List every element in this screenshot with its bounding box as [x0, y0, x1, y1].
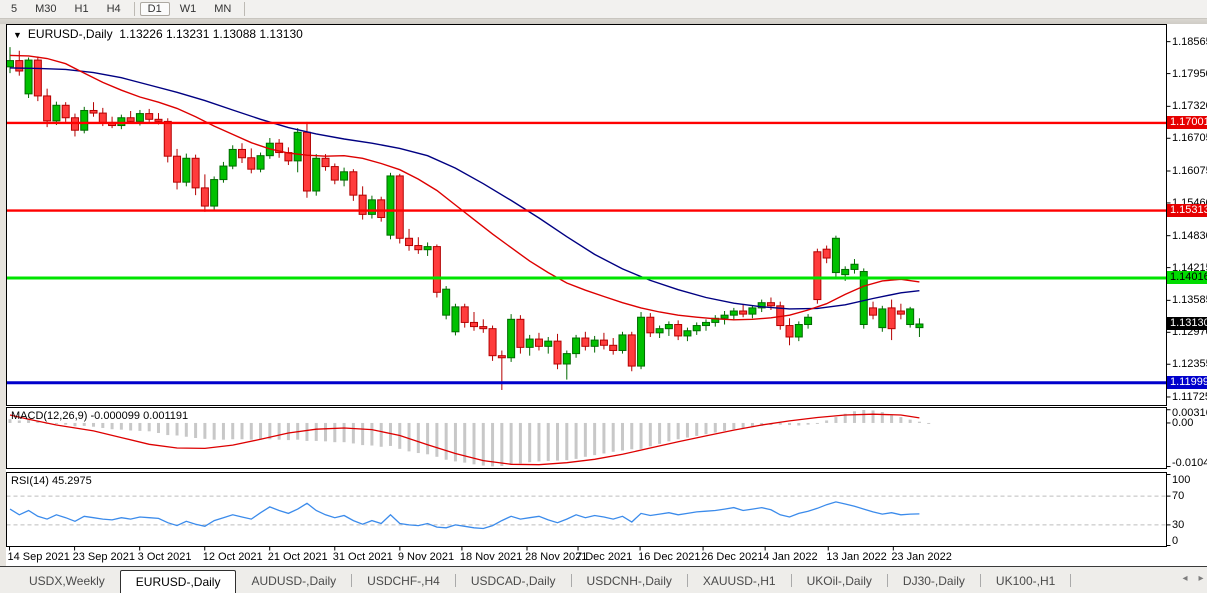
- macd-axis-label: 0.00: [1172, 416, 1194, 429]
- chart-ohlc-values: 1.13226 1.13231 1.13088 1.13130: [119, 27, 303, 41]
- tab-usdcnh-daily[interactable]: USDCNH-,Daily: [586, 574, 672, 588]
- timeframe-toolbar: 5 M30 H1 H4 D1 W1 MN: [0, 0, 1207, 19]
- price-badge-1.15313: 1.15313: [1167, 204, 1207, 218]
- tab-separator: [454, 574, 456, 587]
- date-axis-label: 7 Dec 2021: [576, 551, 633, 563]
- price-axis-label: 1.13585: [1172, 294, 1207, 307]
- price-axis-label: 1.14830: [1172, 229, 1207, 242]
- price-axis-label: 1.12355: [1172, 358, 1207, 371]
- date-axis-label: 18 Nov 2021: [459, 551, 523, 563]
- macd-axis-label: 0.003165: [1172, 406, 1207, 419]
- price-axis-label: 1.11725: [1172, 390, 1207, 403]
- macd-main-value: -0.000099: [90, 409, 141, 422]
- timeframe-button-h1[interactable]: H1: [74, 3, 89, 15]
- price-badge-1.13130: 1.13130: [1167, 317, 1207, 331]
- tab-usdcad-daily[interactable]: USDCAD-,Daily: [470, 574, 556, 588]
- date-axis-label: 9 Nov 2021: [397, 551, 455, 563]
- toolbar-separator: [244, 2, 246, 16]
- toolbar-separator: [133, 2, 135, 16]
- tab-xauusd-h1[interactable]: XAUUSD-,H1: [702, 574, 776, 588]
- chart-tab-bar: USDX,Weekly EURUSD-,Daily AUDUSD-,Daily USD…: [0, 566, 1207, 593]
- rsi-indicator-label: RSI(14) 45.2975: [11, 474, 92, 487]
- price-axis-label: 1.17950: [1172, 67, 1207, 80]
- tab-usdx-weekly[interactable]: USDX,Weekly: [29, 574, 105, 588]
- date-axis-label: 3 Oct 2021: [137, 551, 192, 563]
- rsi-axis-label: 30: [1172, 518, 1185, 531]
- rsi-axis-label: 0: [1172, 534, 1179, 547]
- timeframe-button-w1[interactable]: W1: [179, 3, 197, 15]
- tab-separator: [570, 574, 572, 587]
- date-axis-label: 16 Dec 2021: [638, 551, 701, 563]
- price-axis-label: 1.14215: [1172, 261, 1207, 274]
- tab-scroll-right-icon[interactable]: ▸: [1198, 573, 1204, 584]
- date-axis-label: 28 Nov 2021: [524, 551, 588, 563]
- price-axis-label: 1.18565: [1172, 35, 1207, 48]
- tab-separator: [979, 574, 981, 587]
- date-axis-label: 23 Sep 2021: [72, 551, 135, 563]
- price-axis-label: 1.17320: [1172, 100, 1207, 113]
- date-axis-label: 4 Jan 2022: [763, 551, 818, 563]
- tab-usdchf-h4[interactable]: USDCHF-,H4: [367, 574, 440, 588]
- toolbar-divider: [0, 19, 1207, 24]
- timeframe-button-h4[interactable]: H4: [106, 3, 121, 15]
- tab-separator: [886, 574, 888, 587]
- tab-separator: [1070, 574, 1072, 587]
- macd-indicator-label: MACD(12,26,9) -0.000099 0.001191: [11, 409, 189, 422]
- price-axis-label: 1.16075: [1172, 164, 1207, 177]
- macd-signal-value: 0.001191: [143, 409, 189, 422]
- timeframe-button-5[interactable]: 5: [11, 3, 18, 15]
- tab-uk100-h1[interactable]: UK100-,H1: [995, 574, 1056, 588]
- timeframe-button-mn[interactable]: MN: [214, 3, 232, 15]
- rsi-layer: [6, 495, 1167, 530]
- price-badge-1.14016: 1.14016: [1167, 271, 1207, 285]
- tab-separator: [790, 574, 792, 587]
- macd-axis-label: -0.01043: [1172, 456, 1207, 469]
- date-axis-label: 12 Oct 2021: [202, 551, 263, 563]
- macd-layer: [8, 410, 931, 467]
- date-axis-label: 13 Jan 2022: [826, 551, 887, 563]
- price-badge-1.11999: 1.11999: [1167, 376, 1207, 390]
- chart-symbol-label: EURUSD-,Daily: [27, 27, 113, 41]
- candlestick-layer: [7, 47, 924, 390]
- date-axis-label: 31 Oct 2021: [332, 551, 393, 563]
- tab-eurusd-daily[interactable]: EURUSD-,Daily: [119, 570, 237, 593]
- chart-title: ▼ EURUSD-,Daily 1.13226 1.13231 1.13088 1…: [13, 27, 303, 41]
- date-axis-label: 26 Dec 2021: [701, 551, 764, 563]
- price-axis-label: 1.16705: [1172, 132, 1207, 145]
- rsi-value: 45.2975: [51, 474, 92, 487]
- date-axis-label: 14 Sep 2021: [7, 551, 70, 563]
- tab-dj30-daily[interactable]: DJ30-,Daily: [902, 574, 965, 588]
- price-badge-1.17001: 1.17001: [1167, 116, 1207, 130]
- rsi-axis-label: 70: [1172, 490, 1185, 503]
- symbol-dropdown-icon[interactable]: ▼: [13, 30, 22, 40]
- tab-separator: [686, 574, 688, 587]
- date-axis-label: 21 Oct 2021: [267, 551, 328, 563]
- tab-audusd-daily[interactable]: AUDUSD-,Daily: [251, 574, 337, 588]
- timeframe-button-m30[interactable]: M30: [35, 3, 57, 15]
- tab-separator: [351, 574, 353, 587]
- date-axis-label: 23 Jan 2022: [891, 551, 952, 563]
- tab-ukoil-daily[interactable]: UKOil-,Daily: [806, 574, 872, 588]
- rsi-axis-label: 100: [1172, 473, 1191, 486]
- chart-window[interactable]: [6, 24, 1207, 566]
- tab-scroll-left-icon[interactable]: ◂: [1182, 573, 1188, 584]
- timeframe-button-d1[interactable]: D1: [139, 2, 170, 16]
